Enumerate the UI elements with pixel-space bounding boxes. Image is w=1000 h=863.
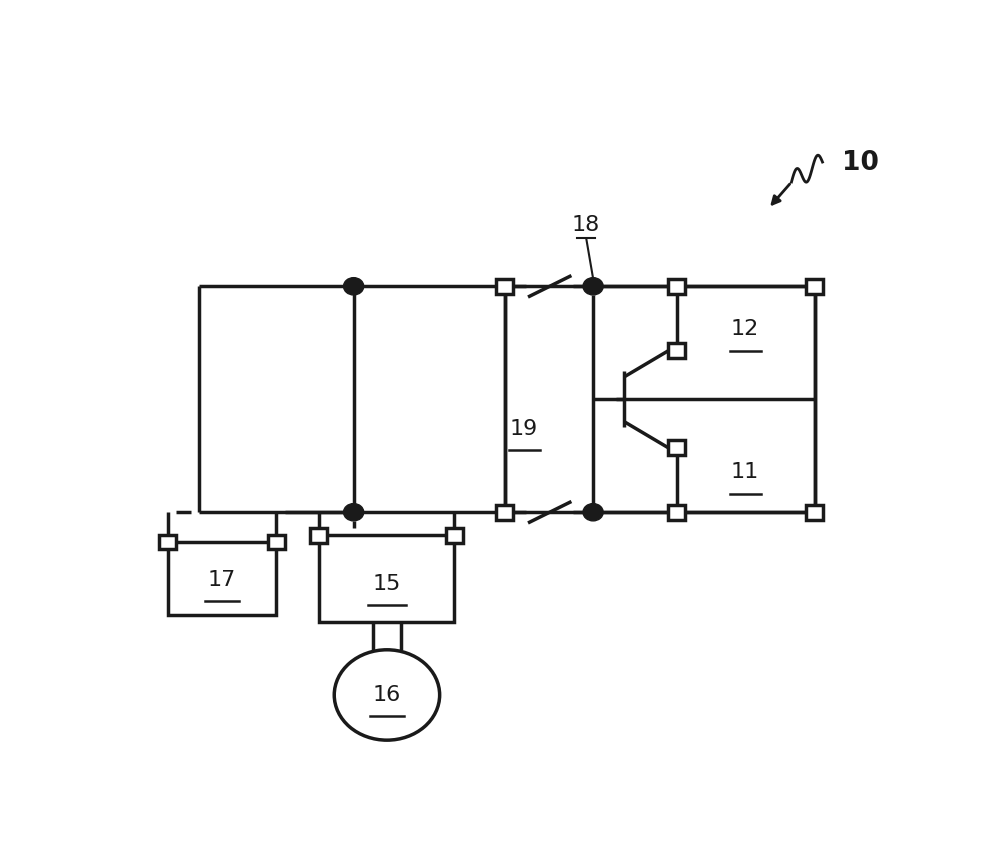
Circle shape: [334, 650, 440, 740]
Bar: [159, 535, 176, 550]
Text: 17: 17: [208, 570, 236, 590]
Circle shape: [583, 504, 603, 521]
Text: 19: 19: [510, 419, 538, 439]
Text: 12: 12: [731, 319, 759, 339]
Circle shape: [583, 278, 603, 295]
Bar: [668, 440, 685, 455]
Bar: [496, 279, 513, 293]
Bar: [668, 279, 685, 293]
Text: 16: 16: [373, 685, 401, 705]
Text: 15: 15: [373, 574, 401, 594]
Bar: [668, 505, 685, 520]
Bar: [496, 505, 513, 520]
Bar: [168, 542, 276, 615]
Bar: [806, 279, 823, 293]
Text: 18: 18: [572, 215, 600, 235]
Circle shape: [344, 278, 364, 295]
Text: 10: 10: [842, 150, 879, 176]
Bar: [505, 287, 815, 513]
Circle shape: [344, 504, 364, 521]
Bar: [310, 528, 327, 543]
Bar: [668, 343, 685, 358]
Bar: [268, 535, 285, 550]
Text: 11: 11: [731, 463, 759, 482]
Bar: [319, 535, 454, 622]
Bar: [806, 505, 823, 520]
Bar: [446, 528, 463, 543]
